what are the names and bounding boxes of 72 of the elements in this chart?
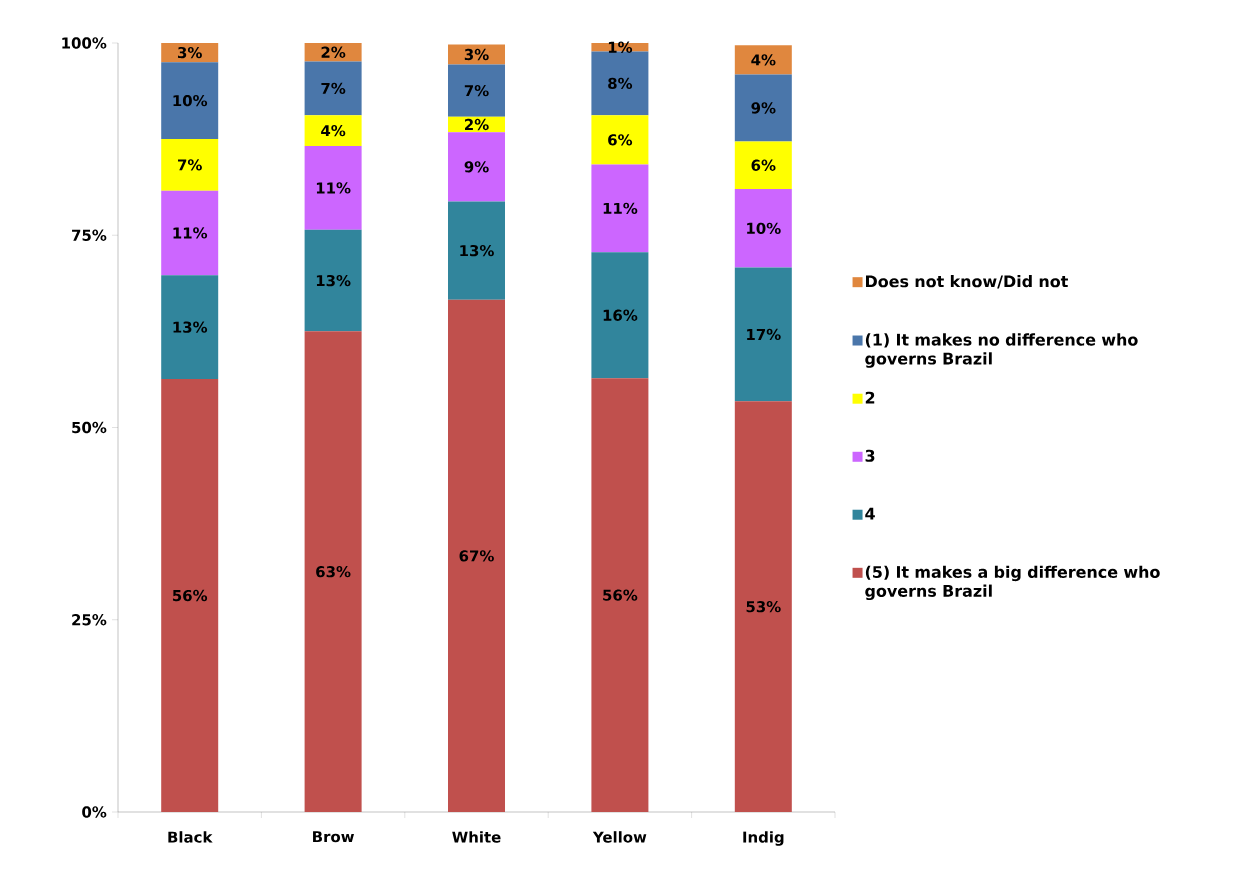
bar bbox=[591, 378, 649, 812]
bar bbox=[304, 146, 362, 230]
data-label: 11% bbox=[316, 182, 351, 194]
data-label: 3% bbox=[464, 48, 489, 61]
bar bbox=[448, 132, 505, 202]
y-tick-label: 75% bbox=[72, 229, 107, 241]
bar bbox=[591, 115, 649, 165]
bar bbox=[161, 139, 219, 191]
data-label: 11% bbox=[603, 202, 638, 214]
data-label: 67% bbox=[459, 550, 494, 562]
data-label: 13% bbox=[173, 321, 208, 333]
bar bbox=[304, 331, 362, 812]
bar bbox=[161, 275, 219, 380]
data-label: 7% bbox=[464, 85, 489, 97]
x-tick-label: White bbox=[452, 831, 501, 843]
data-label: 13% bbox=[316, 274, 351, 287]
legend-label: 4 bbox=[865, 507, 875, 520]
data-label: 56% bbox=[172, 589, 208, 602]
y-tick-label: 50% bbox=[72, 421, 107, 434]
data-label: 9% bbox=[751, 102, 776, 114]
legend-label: 3 bbox=[865, 449, 875, 462]
bar bbox=[304, 115, 362, 147]
y-tick-label: 100% bbox=[62, 37, 107, 49]
bar bbox=[734, 74, 792, 142]
x-tick-label: Indig bbox=[743, 831, 784, 846]
bar bbox=[304, 61, 362, 116]
y-tick-label: 25% bbox=[72, 614, 107, 626]
bar bbox=[734, 267, 792, 402]
bar bbox=[448, 201, 505, 300]
bar bbox=[448, 299, 505, 812]
data-label: 2% bbox=[321, 46, 346, 58]
bar bbox=[591, 252, 649, 379]
bar bbox=[734, 141, 792, 190]
data-label: 10% bbox=[747, 222, 781, 234]
x-tick-label: Yellow bbox=[592, 831, 647, 843]
data-label: 17% bbox=[747, 328, 781, 341]
bar bbox=[448, 64, 505, 117]
data-label: 13% bbox=[460, 244, 494, 257]
legend-label: 2 bbox=[865, 391, 875, 404]
data-label: 16% bbox=[603, 309, 638, 321]
y-tick-label: 0% bbox=[82, 806, 107, 818]
data-label: 9% bbox=[464, 161, 489, 173]
data-label: 53% bbox=[746, 601, 781, 613]
bar bbox=[734, 45, 792, 75]
data-label: 4% bbox=[321, 125, 346, 137]
data-label: 56% bbox=[603, 589, 638, 601]
data-label: 63% bbox=[316, 566, 351, 578]
bar bbox=[161, 62, 219, 140]
data-label: 1% bbox=[608, 41, 633, 53]
bar bbox=[161, 190, 219, 276]
data-label: 10% bbox=[173, 95, 208, 107]
data-label: 7% bbox=[321, 82, 346, 95]
x-tick-label: Black bbox=[168, 831, 213, 843]
data-label: 3% bbox=[178, 46, 202, 59]
legend-label: (5) It makes a big difference who governs Brazil bbox=[865, 565, 1160, 601]
data-label: 2% bbox=[465, 118, 489, 131]
legend-label: (1) It makes no difference who governs Brazil bbox=[865, 333, 1138, 368]
bar bbox=[591, 51, 649, 116]
data-label: 4% bbox=[751, 54, 776, 66]
data-label: 8% bbox=[608, 77, 633, 90]
x-tick-label: Brow bbox=[313, 831, 354, 843]
data-label: 11% bbox=[173, 227, 208, 239]
bar bbox=[734, 401, 792, 812]
data-label: 7% bbox=[178, 159, 202, 171]
bar bbox=[304, 229, 362, 332]
bar bbox=[161, 379, 219, 812]
legend-label: Does not know/Did not bbox=[866, 275, 1068, 289]
bar bbox=[734, 189, 792, 268]
bar bbox=[591, 164, 649, 253]
bar bbox=[448, 44, 505, 65]
data-label: 6% bbox=[751, 159, 776, 171]
data-label: 6% bbox=[608, 134, 633, 146]
